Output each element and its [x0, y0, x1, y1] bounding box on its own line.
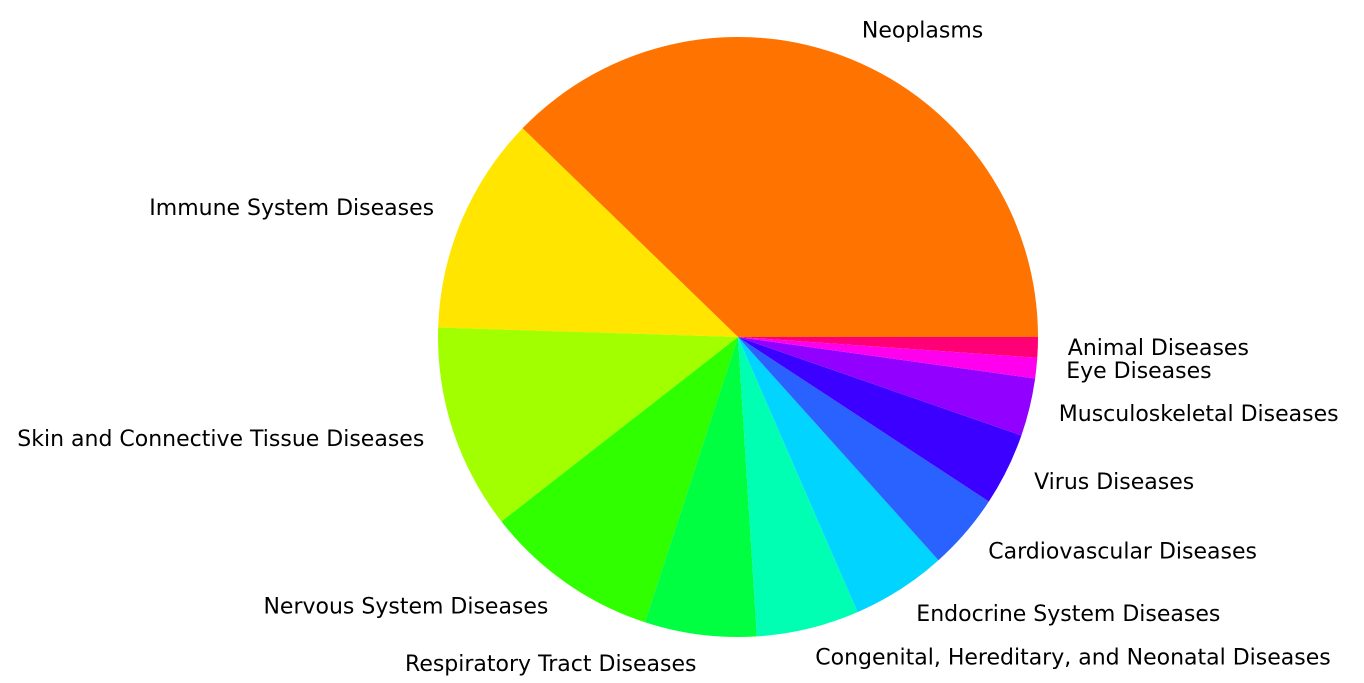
pie-label-animal-diseases: Animal Diseases	[1068, 336, 1249, 361]
pie-slices	[438, 37, 1038, 637]
pie-label-cardiovascular-diseases: Cardiovascular Diseases	[988, 540, 1257, 565]
pie-slice-respiratory-tract-diseases	[644, 337, 757, 637]
pie-slice-skin-and-connective-tissue-diseases	[438, 327, 738, 522]
pie-slice-eye-diseases	[738, 337, 1038, 379]
pie-slice-animal-diseases	[738, 337, 1038, 358]
pie-label-virus-diseases: Virus Diseases	[1034, 470, 1194, 495]
pie-label-nervous-system-diseases: Nervous System Diseases	[263, 595, 548, 620]
pie-slice-endocrine-system-diseases	[738, 337, 939, 613]
pie-label-neoplasms: Neoplasms	[862, 19, 983, 44]
pie-label-endocrine-system-diseases: Endocrine System Diseases	[916, 602, 1220, 627]
pie-slice-neoplasms	[522, 37, 1038, 338]
pie-slice-congenital-hereditary-and-neonatal-diseases	[738, 337, 858, 637]
pie-slice-nervous-system-diseases	[501, 337, 738, 623]
pie-slice-immune-system-diseases	[438, 128, 738, 337]
pie-label-musculoskeletal-diseases: Musculoskeletal Diseases	[1059, 402, 1339, 427]
pie-label-eye-diseases: Eye Diseases	[1066, 359, 1211, 384]
pie-slice-virus-diseases	[738, 337, 1022, 502]
pie-label-congenital-hereditary-and-neonatal-diseases: Congenital, Hereditary, and Neonatal Dis…	[815, 645, 1330, 670]
pie-label-skin-and-connective-tissue-diseases: Skin and Connective Tissue Diseases	[17, 427, 424, 452]
pie-slice-musculoskeletal-diseases	[738, 337, 1036, 436]
pie-labels: Neoplasms Immune System Diseases Skin and …	[17, 19, 1338, 677]
pie-label-respiratory-tract-diseases: Respiratory Tract Diseases	[405, 652, 696, 677]
pie-label-immune-system-diseases: Immune System Diseases	[149, 196, 434, 221]
pie-slice-cardiovascular-diseases	[738, 337, 989, 561]
